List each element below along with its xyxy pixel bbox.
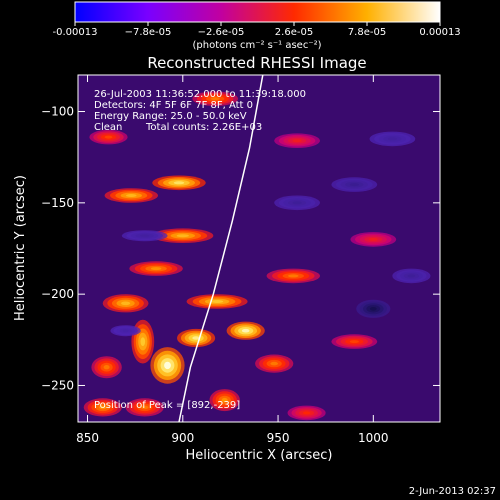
heatmap-negative-blob bbox=[387, 137, 397, 141]
heatmap-emission-blob bbox=[104, 135, 113, 139]
heatmap-emission-blob bbox=[302, 411, 311, 415]
heatmap-emission-blob bbox=[99, 405, 107, 410]
colorbar-ticks bbox=[74, 22, 441, 26]
heatmap-emission-blob bbox=[164, 361, 171, 370]
heatmap-emission-blob bbox=[210, 97, 220, 101]
colorbar-tick-label: −7.8e-05 bbox=[125, 27, 172, 38]
heatmap-emission-blob bbox=[270, 361, 279, 366]
x-axis-ticks: 850 900 950 1000 bbox=[76, 75, 389, 445]
colorbar-tick-label: -0.00013 bbox=[53, 27, 98, 38]
heatmap-area bbox=[78, 75, 440, 422]
heatmap-negative-blob bbox=[349, 183, 359, 187]
annotation-clean: Clean bbox=[94, 122, 122, 133]
heatmap-negative-blob bbox=[407, 274, 416, 278]
y-tick-label: −150 bbox=[41, 196, 74, 210]
plot-frame bbox=[77, 74, 441, 423]
heatmap-emission-blob bbox=[221, 397, 228, 403]
heatmap-emission-blob bbox=[241, 328, 250, 333]
heatmap-emission-blob bbox=[176, 234, 189, 238]
annotation-block: 26-Jul-2003 11:36:52.000 to 11:39:18.000… bbox=[94, 89, 306, 411]
heatmap-emission-blob bbox=[192, 336, 200, 340]
heatmap-emission-blob bbox=[121, 301, 131, 306]
annotation-energy-range: Energy Range: 25.0 - 50.0 keV bbox=[94, 111, 247, 122]
annotation-time-range: 26-Jul-2003 11:36:52.000 to 11:39:18.000 bbox=[94, 89, 306, 100]
annotation-total-counts: Total counts: 2.26E+03 bbox=[145, 122, 262, 133]
y-axis-label: Heliocentric Y (arcsec) bbox=[13, 175, 28, 321]
x-tick-label: 950 bbox=[267, 431, 290, 445]
colorbar-tick-label: 2.6e-05 bbox=[275, 27, 313, 38]
colorbar: -0.00013 −7.8e-05 −2.6e-05 2.6e-05 7.8e-… bbox=[53, 1, 461, 51]
heatmap-emission-blob bbox=[173, 181, 185, 185]
heatmap-blobs bbox=[83, 91, 431, 421]
x-tick-label: 1000 bbox=[358, 431, 389, 445]
heatmap-negative-blob bbox=[140, 234, 150, 237]
heatmap-emission-blob bbox=[368, 237, 378, 241]
x-tick-label: 850 bbox=[76, 431, 99, 445]
y-axis-ticks: −100 −150 −200 −250 bbox=[41, 105, 440, 392]
colorbar-unit-label: (photons cm⁻² s⁻¹ asec⁻²) bbox=[192, 40, 321, 51]
x-tick-label: 900 bbox=[171, 431, 194, 445]
colorbar-tick-label: 0.00013 bbox=[419, 27, 460, 38]
solar-limb-line bbox=[178, 75, 264, 422]
heatmap-emission-blob bbox=[292, 139, 302, 143]
heatmap-emission-blob bbox=[150, 267, 162, 271]
heatmap-emission-blob bbox=[126, 194, 137, 197]
heatmap-negative-blob bbox=[122, 329, 129, 332]
heatmap-negative-blob bbox=[369, 307, 377, 311]
colorbar-gradient bbox=[74, 1, 441, 23]
y-tick-label: −100 bbox=[41, 105, 74, 119]
y-tick-label: −250 bbox=[41, 378, 74, 392]
heatmap-emission-blob bbox=[103, 365, 110, 370]
chart-title: Reconstructed RHESSI Image bbox=[147, 54, 366, 72]
timestamp: 2-Jun-2013 02:37 bbox=[409, 486, 496, 497]
heatmap-emission-blob bbox=[349, 340, 359, 344]
y-tick-label: −200 bbox=[41, 287, 74, 301]
colorbar-tick-label: −2.6e-05 bbox=[198, 27, 245, 38]
heatmap-emission-blob bbox=[140, 405, 149, 410]
annotation-detectors: Detectors: 4F 5F 6F 7F 8F, Att 0 bbox=[94, 100, 253, 111]
heatmap-emission-blob bbox=[140, 337, 146, 346]
heatmap-emission-blob bbox=[211, 300, 224, 303]
heatmap-emission-blob bbox=[288, 274, 299, 278]
heatmap-negative-blob bbox=[292, 201, 302, 205]
x-axis-label: Heliocentric X (arcsec) bbox=[186, 448, 333, 463]
colorbar-tick-label: 7.8e-05 bbox=[348, 27, 386, 38]
annotation-peak-position: Position of Peak = [892,-239] bbox=[94, 400, 240, 411]
